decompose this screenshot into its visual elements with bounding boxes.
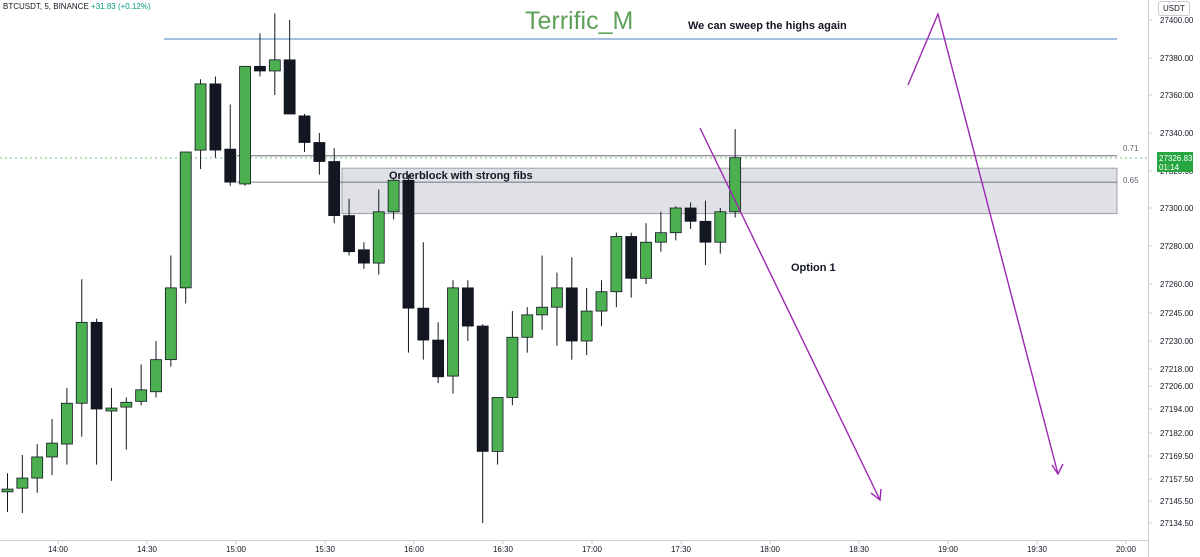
fib-065-label: 0.65 [1123, 176, 1139, 185]
y-tick-label: 27218.00 [1160, 365, 1194, 374]
candle-bearish [565, 287, 578, 342]
candle-bullish [506, 336, 519, 398]
candle-bullish [16, 477, 29, 489]
fib-071-label: 0.71 [1123, 144, 1139, 153]
candle-bullish [75, 321, 88, 404]
candle-bearish [298, 115, 311, 143]
candle-bullish [31, 456, 44, 479]
candle-bearish [254, 65, 266, 72]
candle-bullish [447, 287, 459, 377]
candle-bullish [491, 397, 504, 452]
x-tick-label: 18:00 [760, 545, 781, 554]
y-tick-label: 27340.00 [1160, 129, 1194, 138]
x-tick-label: 17:00 [582, 545, 603, 554]
y-tick-label: 27245.00 [1160, 309, 1194, 318]
candle-bearish [625, 236, 638, 279]
candle-bullish [669, 207, 682, 234]
y-tick-label: 27134.50 [1160, 519, 1194, 528]
candle-bullish [551, 287, 563, 308]
candle-bearish [357, 249, 370, 264]
y-tick-label: 27400.00 [1160, 16, 1194, 25]
orderblock-label: Orderblock with strong fibs [389, 170, 533, 182]
x-tick-label: 18:30 [849, 545, 870, 554]
candle-bullish [640, 241, 652, 279]
candle-bearish [432, 339, 445, 378]
watermark: Terrific_M [525, 7, 634, 35]
candle-bearish [684, 207, 697, 222]
y-tick-label: 27169.50 [1160, 452, 1194, 461]
x-tick-label: 14:00 [48, 545, 69, 554]
candle-bullish [120, 401, 133, 408]
y-tick-label: 27206.00 [1160, 382, 1194, 391]
candle-bullish [580, 310, 593, 342]
candle-bullish [595, 291, 608, 312]
arrow-option-1 [699, 127, 881, 501]
candle-bullish [105, 407, 118, 412]
x-tick-label: 15:30 [315, 545, 336, 554]
y-tick-label: 27380.00 [1160, 54, 1194, 63]
x-tick-label: 16:30 [493, 545, 514, 554]
candle-bearish [417, 307, 430, 341]
price-change: +31.83 (+0.12%) [91, 2, 151, 11]
candle-bearish [224, 148, 237, 183]
candle-bullish [164, 287, 177, 361]
candle-bearish [328, 161, 341, 216]
candle-bullish [150, 359, 162, 393]
candle-bullish [714, 211, 727, 243]
candle-bullish [268, 59, 281, 72]
symbol-info: BTCUSDT, 5, BINANCE +31.83 (+0.12%) [3, 2, 151, 11]
candle-bullish [387, 179, 400, 213]
y-tick-label: 27360.00 [1160, 91, 1194, 100]
candle-bearish [402, 179, 415, 309]
x-tick-label: 14:30 [137, 545, 158, 554]
y-tick-label: 27280.00 [1160, 242, 1194, 251]
y-tick-label: 27182.00 [1160, 429, 1194, 438]
last-price-label: 27326.83 01:14 [1157, 152, 1193, 172]
candle-bullish [239, 65, 252, 185]
candle-bearish [699, 220, 712, 243]
y-tick-label: 27260.00 [1160, 280, 1194, 289]
candle-bullish [135, 389, 148, 402]
candle-bearish [90, 321, 103, 410]
candle-bearish [461, 287, 474, 327]
candle-bullish [46, 442, 58, 458]
arrow-option-1-head [870, 488, 882, 502]
bar-countdown: 01:14 [1159, 163, 1180, 172]
plot-area[interactable] [0, 0, 1148, 540]
candle-bullish [179, 151, 192, 289]
symbol-name: BTCUSDT, 5, BINANCE [3, 2, 89, 11]
candle-bearish [283, 59, 296, 115]
x-tick-label: 16:00 [404, 545, 425, 554]
y-tick-label: 27300.00 [1160, 204, 1194, 213]
candle-bearish [313, 142, 326, 162]
y-tick-label: 27194.00 [1160, 405, 1194, 414]
candle-bullish [655, 232, 667, 243]
y-tick-label: 27230.00 [1160, 337, 1194, 346]
last-price-value: 27326.83 [1159, 154, 1193, 163]
x-tick-label: 19:30 [1027, 545, 1048, 554]
candle-bearish [209, 83, 222, 151]
candle-bearish [476, 325, 489, 452]
y-tick-label: 27157.50 [1160, 475, 1194, 484]
arrow-sweep-highs-head [1051, 463, 1064, 476]
headline-annotation: We can sweep the highs again [688, 20, 847, 32]
candle-bullish [61, 402, 73, 445]
candle-bullish [521, 314, 534, 338]
y-tick-label: 27145.50 [1160, 497, 1194, 506]
option-1-label: Option 1 [791, 262, 836, 274]
candle-bullish [372, 211, 385, 264]
x-tick-label: 19:00 [938, 545, 959, 554]
arrow-sweep-highs [907, 11, 1059, 475]
candle-bullish [194, 83, 207, 151]
candle-bearish [343, 215, 355, 253]
x-tick-label: 15:00 [226, 545, 247, 554]
candle-bullish [536, 306, 548, 316]
x-tick-label: 17:30 [671, 545, 692, 554]
x-tick-label: 20:00 [1116, 545, 1137, 554]
currency-button[interactable]: USDT [1158, 1, 1190, 16]
candle-bullish [729, 157, 742, 213]
candle-bullish [610, 236, 623, 293]
candle-bullish [1, 488, 14, 493]
